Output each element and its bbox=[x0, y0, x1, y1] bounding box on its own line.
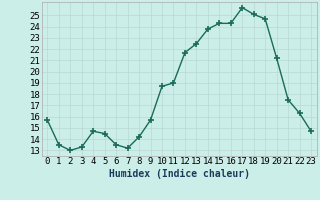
X-axis label: Humidex (Indice chaleur): Humidex (Indice chaleur) bbox=[109, 169, 250, 179]
